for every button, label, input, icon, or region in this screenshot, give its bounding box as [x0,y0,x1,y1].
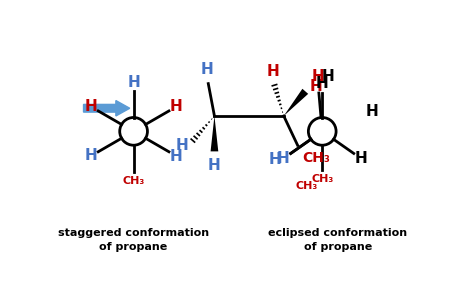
Text: H: H [266,64,279,79]
Polygon shape [210,116,219,151]
Text: H: H [355,151,368,166]
Text: H: H [269,152,282,167]
Text: CH₃: CH₃ [311,174,333,184]
Text: CH₃: CH₃ [302,151,330,165]
Text: H: H [310,79,323,94]
Text: H: H [277,151,290,166]
Text: H: H [84,99,97,114]
Text: H: H [321,68,334,84]
Text: H: H [170,149,182,164]
Text: H: H [175,138,188,153]
Text: H: H [365,104,378,119]
Text: H: H [170,99,182,114]
Text: H: H [316,76,328,91]
Text: staggered conformation
of propane: staggered conformation of propane [58,228,209,252]
Text: H: H [127,74,140,90]
FancyArrow shape [83,100,130,116]
Text: H: H [311,68,324,84]
Text: H: H [208,158,221,173]
Text: eclipsed conformation
of propane: eclipsed conformation of propane [268,228,407,252]
Text: CH₃: CH₃ [296,181,318,191]
Text: CH₃: CH₃ [122,176,145,186]
Text: H: H [84,149,97,164]
Text: H: H [201,62,213,77]
Polygon shape [284,89,308,116]
